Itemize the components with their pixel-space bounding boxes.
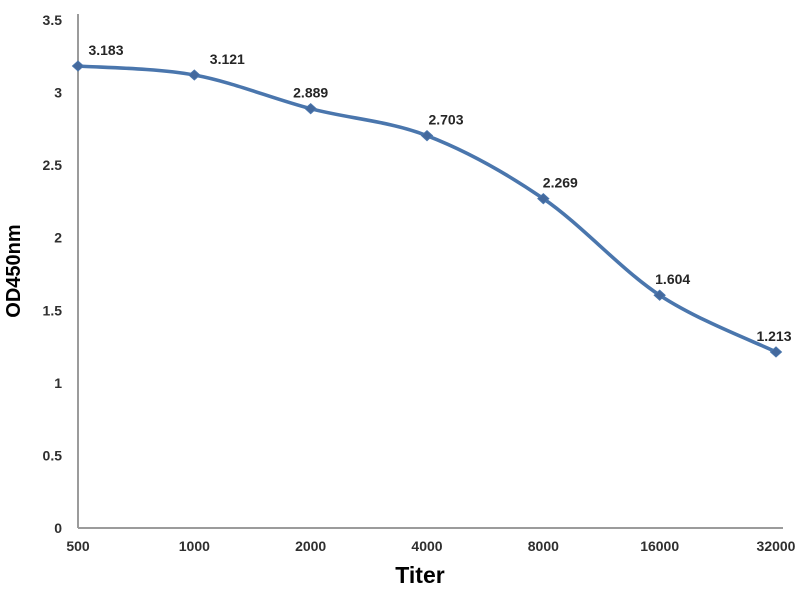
series-line [76, 64, 778, 354]
y-tick-label: 2 [54, 230, 62, 246]
x-tick-label: 16000 [640, 538, 679, 554]
data-point [769, 346, 783, 358]
y-axis-title: OD450nm [3, 224, 25, 317]
x-tick-label: 8000 [528, 538, 559, 554]
y-tick-label: 2.5 [43, 157, 63, 173]
data-point [188, 69, 201, 81]
plot-area: 0 0.5 1 1.5 2 2.5 3 3.5 500 1000 2000 4000 8000 16000… [43, 12, 796, 554]
data-point-label: 2.269 [543, 175, 578, 191]
y-tick-label: 3 [54, 85, 62, 101]
data-point-label: 1.213 [756, 328, 791, 344]
data-point [71, 60, 85, 72]
x-tick-label: 1000 [179, 538, 210, 554]
data-point-label: 3.121 [210, 51, 245, 67]
data-point [420, 130, 434, 142]
x-tick-label: 500 [66, 538, 90, 554]
y-tick-label: 3.5 [43, 12, 63, 28]
y-tick-label: 1 [54, 375, 62, 391]
x-axis-title: Titer [395, 562, 444, 588]
x-tick-label: 2000 [295, 538, 326, 554]
data-point-label: 1.604 [655, 271, 690, 287]
y-tick-label: 0.5 [43, 447, 63, 463]
data-point-label: 3.183 [88, 42, 123, 58]
data-point [537, 192, 550, 205]
data-point [304, 103, 317, 115]
data-point-label: 2.703 [428, 112, 463, 128]
x-tick-label: 4000 [411, 538, 442, 554]
data-point [653, 289, 666, 301]
x-tick-label: 32000 [757, 538, 796, 554]
y-tick-label: 1.5 [43, 302, 63, 318]
data-point-label: 2.889 [293, 85, 328, 101]
y-tick-label: 0 [54, 520, 62, 536]
